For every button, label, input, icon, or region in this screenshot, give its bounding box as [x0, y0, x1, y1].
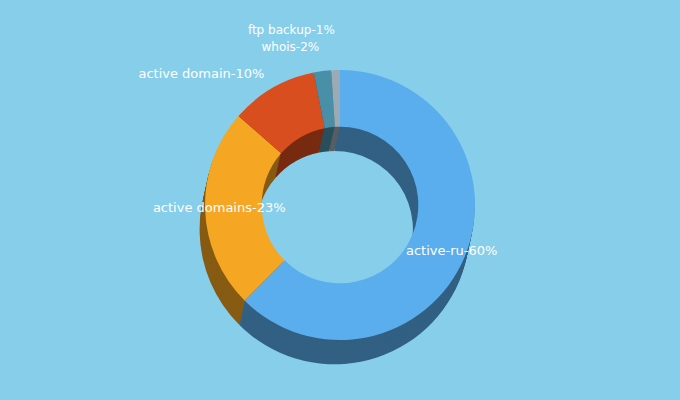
- slice: [239, 73, 325, 154]
- data-label: active domain-10%: [138, 66, 264, 81]
- data-label: active-ru-60%: [406, 243, 497, 258]
- data-label: active domains-23%: [153, 200, 286, 215]
- slice: [331, 70, 340, 127]
- data-label: ftp backup-1%: [248, 23, 335, 37]
- chart: active-ru-60% active domains-23% active do…: [0, 0, 680, 400]
- labels: active-ru-60% active domains-23% active do…: [138, 23, 497, 257]
- data-label: whois-2%: [261, 40, 319, 54]
- slice: [314, 70, 335, 128]
